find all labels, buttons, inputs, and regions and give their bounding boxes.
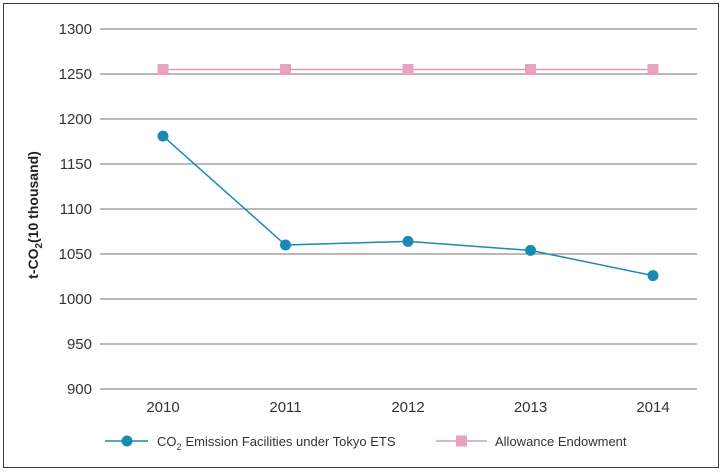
data-point <box>525 64 536 75</box>
legend: CO2 Emission Facilities under Tokyo ETS A… <box>105 434 627 452</box>
chart-frame <box>3 3 719 468</box>
y-tick-label: 950 <box>67 336 92 353</box>
series-line-0 <box>162 135 654 277</box>
data-point <box>157 130 169 142</box>
legend-marker-allowance <box>456 435 467 447</box>
y-tick-label: 1050 <box>59 246 92 263</box>
data-point <box>647 64 659 75</box>
data-point <box>157 64 169 75</box>
data-point <box>525 244 536 256</box>
y-tick-label: 1250 <box>59 66 92 83</box>
y-tick-label: 1000 <box>59 291 92 308</box>
x-tick-label: 2010 <box>146 399 179 416</box>
y-tick-label: 1150 <box>60 156 92 173</box>
legend-label-allowance: Allowance Endowment <box>495 434 627 449</box>
data-point <box>402 64 414 75</box>
y-tick-label: 1200 <box>59 111 92 128</box>
x-axis-ticks: 2010 2011 2012 2013 2014 <box>146 399 669 416</box>
x-tick-label: 2014 <box>636 399 669 416</box>
legend-label-emissions: CO2 Emission Facilities under Tokyo ETS <box>157 434 396 452</box>
y-tick-label: 1100 <box>60 201 92 218</box>
x-tick-label: 2012 <box>391 399 424 416</box>
x-tick-label: 2011 <box>269 399 301 416</box>
y-axis-label: t-CO2(10 thousand) <box>25 151 45 279</box>
series-group <box>157 64 659 282</box>
x-tick-label: 2013 <box>514 399 547 416</box>
gridlines <box>100 28 697 390</box>
y-tick-label: 1300 <box>59 21 92 38</box>
data-point <box>402 235 414 247</box>
legend-marker-emissions <box>121 435 133 447</box>
y-axis-ticks: 900 950 1000 1050 1100 1150 1200 1250 1300 <box>59 21 92 398</box>
y-tick-label: 900 <box>67 381 92 398</box>
data-point <box>280 64 291 75</box>
data-point <box>647 270 659 282</box>
data-point <box>280 239 291 251</box>
